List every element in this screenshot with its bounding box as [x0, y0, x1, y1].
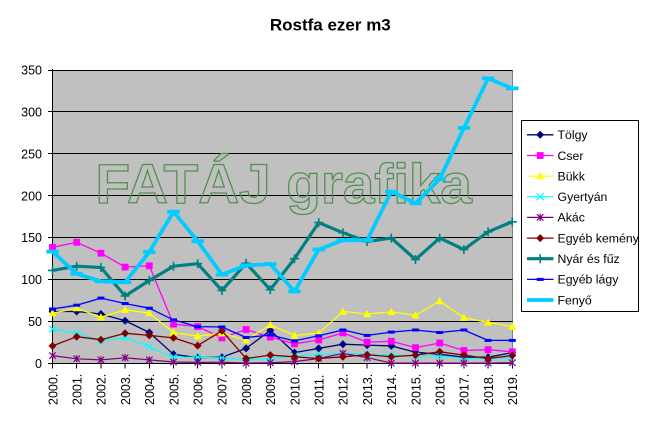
svg-text:2017.: 2017. — [458, 374, 472, 405]
svg-text:2018.: 2018. — [482, 374, 496, 405]
svg-text:2004.: 2004. — [143, 374, 157, 405]
svg-text:300: 300 — [21, 105, 42, 119]
svg-text:Egyéb lágy: Egyéb lágy — [558, 273, 620, 287]
svg-text:2001.: 2001. — [71, 374, 85, 405]
svg-text:2013.: 2013. — [361, 374, 375, 405]
svg-text:2011.: 2011. — [313, 375, 327, 405]
svg-text:Rostfa ezer m3: Rostfa ezer m3 — [270, 16, 391, 35]
svg-text:2000.: 2000. — [46, 374, 60, 405]
svg-text:150: 150 — [21, 231, 42, 245]
svg-text:2008.: 2008. — [240, 374, 254, 405]
svg-text:2016.: 2016. — [434, 374, 448, 405]
svg-text:2002.: 2002. — [95, 374, 109, 405]
svg-text:200: 200 — [21, 189, 42, 203]
svg-text:Egyéb kemény: Egyéb kemény — [558, 231, 640, 245]
svg-text:2009.: 2009. — [264, 374, 278, 405]
svg-text:350: 350 — [21, 64, 42, 78]
svg-text:2006.: 2006. — [192, 374, 206, 405]
svg-text:100: 100 — [21, 273, 42, 287]
svg-text:2015.: 2015. — [409, 374, 423, 405]
svg-text:2005.: 2005. — [167, 374, 181, 405]
svg-text:Cser: Cser — [558, 149, 584, 163]
svg-text:0: 0 — [35, 357, 42, 371]
svg-text:Tölgy: Tölgy — [558, 128, 589, 142]
svg-text:2014.: 2014. — [385, 374, 399, 405]
svg-text:Gyertyán: Gyertyán — [558, 190, 608, 204]
svg-text:2007.: 2007. — [216, 374, 230, 405]
svg-text:50: 50 — [28, 315, 42, 329]
svg-text:2019.: 2019. — [506, 374, 520, 405]
svg-text:Fenyő: Fenyő — [558, 293, 592, 307]
svg-text:Akác: Akác — [558, 211, 585, 225]
svg-text:2012.: 2012. — [337, 374, 351, 405]
svg-text:2010.: 2010. — [288, 374, 302, 405]
svg-text:Bükk: Bükk — [558, 169, 586, 183]
svg-text:250: 250 — [21, 147, 42, 161]
svg-text:Nyár és fűz: Nyár és fűz — [558, 252, 620, 266]
svg-text:FATÁJ grafika: FATÁJ grafika — [96, 153, 473, 215]
svg-text:2003.: 2003. — [119, 374, 133, 405]
